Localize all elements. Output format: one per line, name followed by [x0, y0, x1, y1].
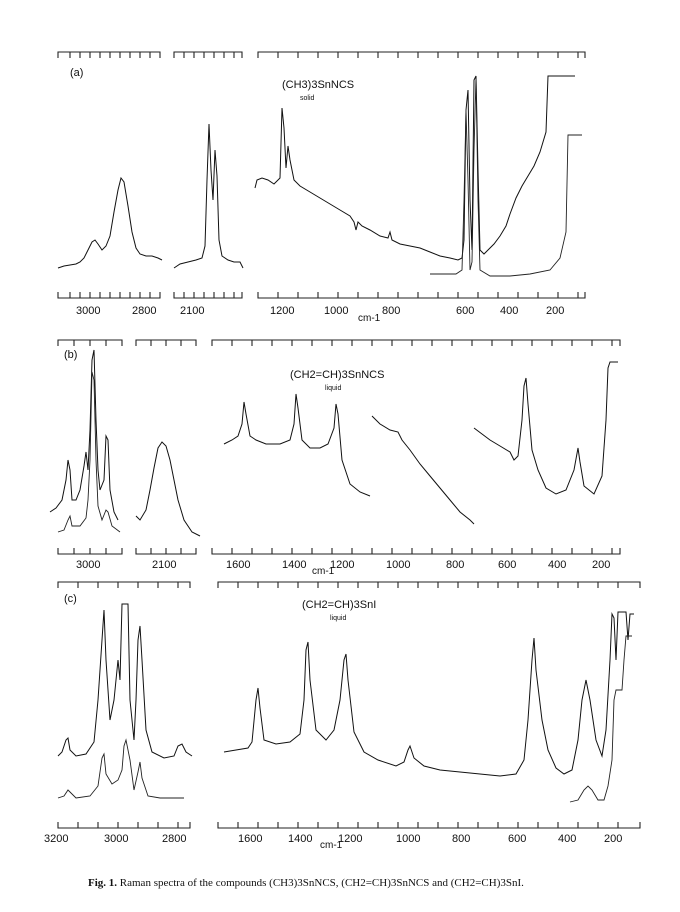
- tick-a-600: 600: [456, 305, 474, 317]
- panel-c-state: liquid: [330, 615, 346, 622]
- tick-c-1200: 1200: [338, 833, 362, 845]
- tick-c-2800: 2800: [162, 833, 186, 845]
- tick-a-400: 400: [500, 305, 518, 317]
- tick-a-1000: 1000: [324, 305, 348, 317]
- tick-a-2800: 2800: [132, 305, 156, 317]
- trace-a-depolarized: [430, 77, 582, 277]
- panel-a: (a) (CH3)3SnNCS solid 3000 2800 2100 120…: [57, 51, 586, 324]
- trace-c-depol: [569, 635, 632, 803]
- tick-a-2100: 2100: [180, 305, 204, 317]
- tick-b-2100: 2100: [152, 559, 176, 571]
- tick-b-400: 400: [548, 559, 566, 571]
- trace-b-low: [473, 361, 618, 495]
- figure-caption: Fig. 1. Raman spectra of the compounds (…: [88, 876, 648, 890]
- tick-a-1200: 1200: [270, 305, 294, 317]
- panel-b: (b) (CH2=CH)3SnNCS liquid 3000 2100 1600…: [49, 340, 621, 577]
- tick-b-1600: 1600: [226, 559, 250, 571]
- tick-b-200: 200: [592, 559, 610, 571]
- caption-text: Raman spectra of the compounds (CH3)3SnN…: [119, 877, 524, 889]
- trace-b-vinyl: [223, 393, 371, 497]
- panel-b-compound: (CH2=CH)3SnNCS: [290, 369, 384, 381]
- panel-c-label: (c): [64, 593, 77, 605]
- tick-b-3000: 3000: [76, 559, 100, 571]
- tick-c-3200: 3200: [44, 833, 68, 845]
- tick-b-1200: 1200: [330, 559, 354, 571]
- caption-fig-label: Fig. 1.: [88, 877, 118, 889]
- axis-a-unit: cm-1: [358, 313, 381, 324]
- tick-b-600: 600: [498, 559, 516, 571]
- tick-b-1000: 1000: [386, 559, 410, 571]
- trace-c-ch: [57, 603, 193, 759]
- trace-b-mid: [371, 415, 475, 525]
- panel-b-state: liquid: [325, 385, 341, 392]
- panel-c: (c) (CH2=CH)3SnI liquid 3200 3000 2800 1…: [44, 581, 641, 851]
- panel-a-compound: (CH3)3SnNCS: [282, 79, 354, 91]
- panel-a-state: solid: [300, 95, 315, 102]
- panel-b-label: (b): [64, 349, 77, 361]
- tick-c-1000: 1000: [396, 833, 420, 845]
- tick-c-1600: 1600: [238, 833, 262, 845]
- tick-a-3000: 3000: [76, 305, 100, 317]
- axis-c-unit: cm-1: [320, 840, 343, 851]
- tick-c-1400: 1400: [288, 833, 312, 845]
- tick-b-800: 800: [446, 559, 464, 571]
- trace-b-ch-depol: [57, 371, 121, 533]
- trace-b-ch: [49, 349, 119, 521]
- tick-c-200: 200: [604, 833, 622, 845]
- tick-c-800: 800: [452, 833, 470, 845]
- tick-c-400: 400: [558, 833, 576, 845]
- tick-c-3000: 3000: [104, 833, 128, 845]
- trace-c-main: [223, 611, 634, 777]
- tick-a-200: 200: [546, 305, 564, 317]
- trace-a-ncs: [173, 123, 244, 269]
- trace-a-ch: [57, 176, 163, 269]
- tick-c-600: 600: [508, 833, 526, 845]
- tick-b-1400: 1400: [282, 559, 306, 571]
- panel-a-label: (a): [70, 67, 83, 79]
- trace-a-main: [254, 75, 575, 261]
- axis-b-unit: cm-1: [312, 566, 335, 577]
- tick-a-800: 800: [382, 305, 400, 317]
- trace-c-ch-depol: [57, 738, 184, 799]
- panel-c-compound: (CH2=CH)3SnI: [302, 599, 376, 611]
- trace-b-ncs: [135, 441, 201, 537]
